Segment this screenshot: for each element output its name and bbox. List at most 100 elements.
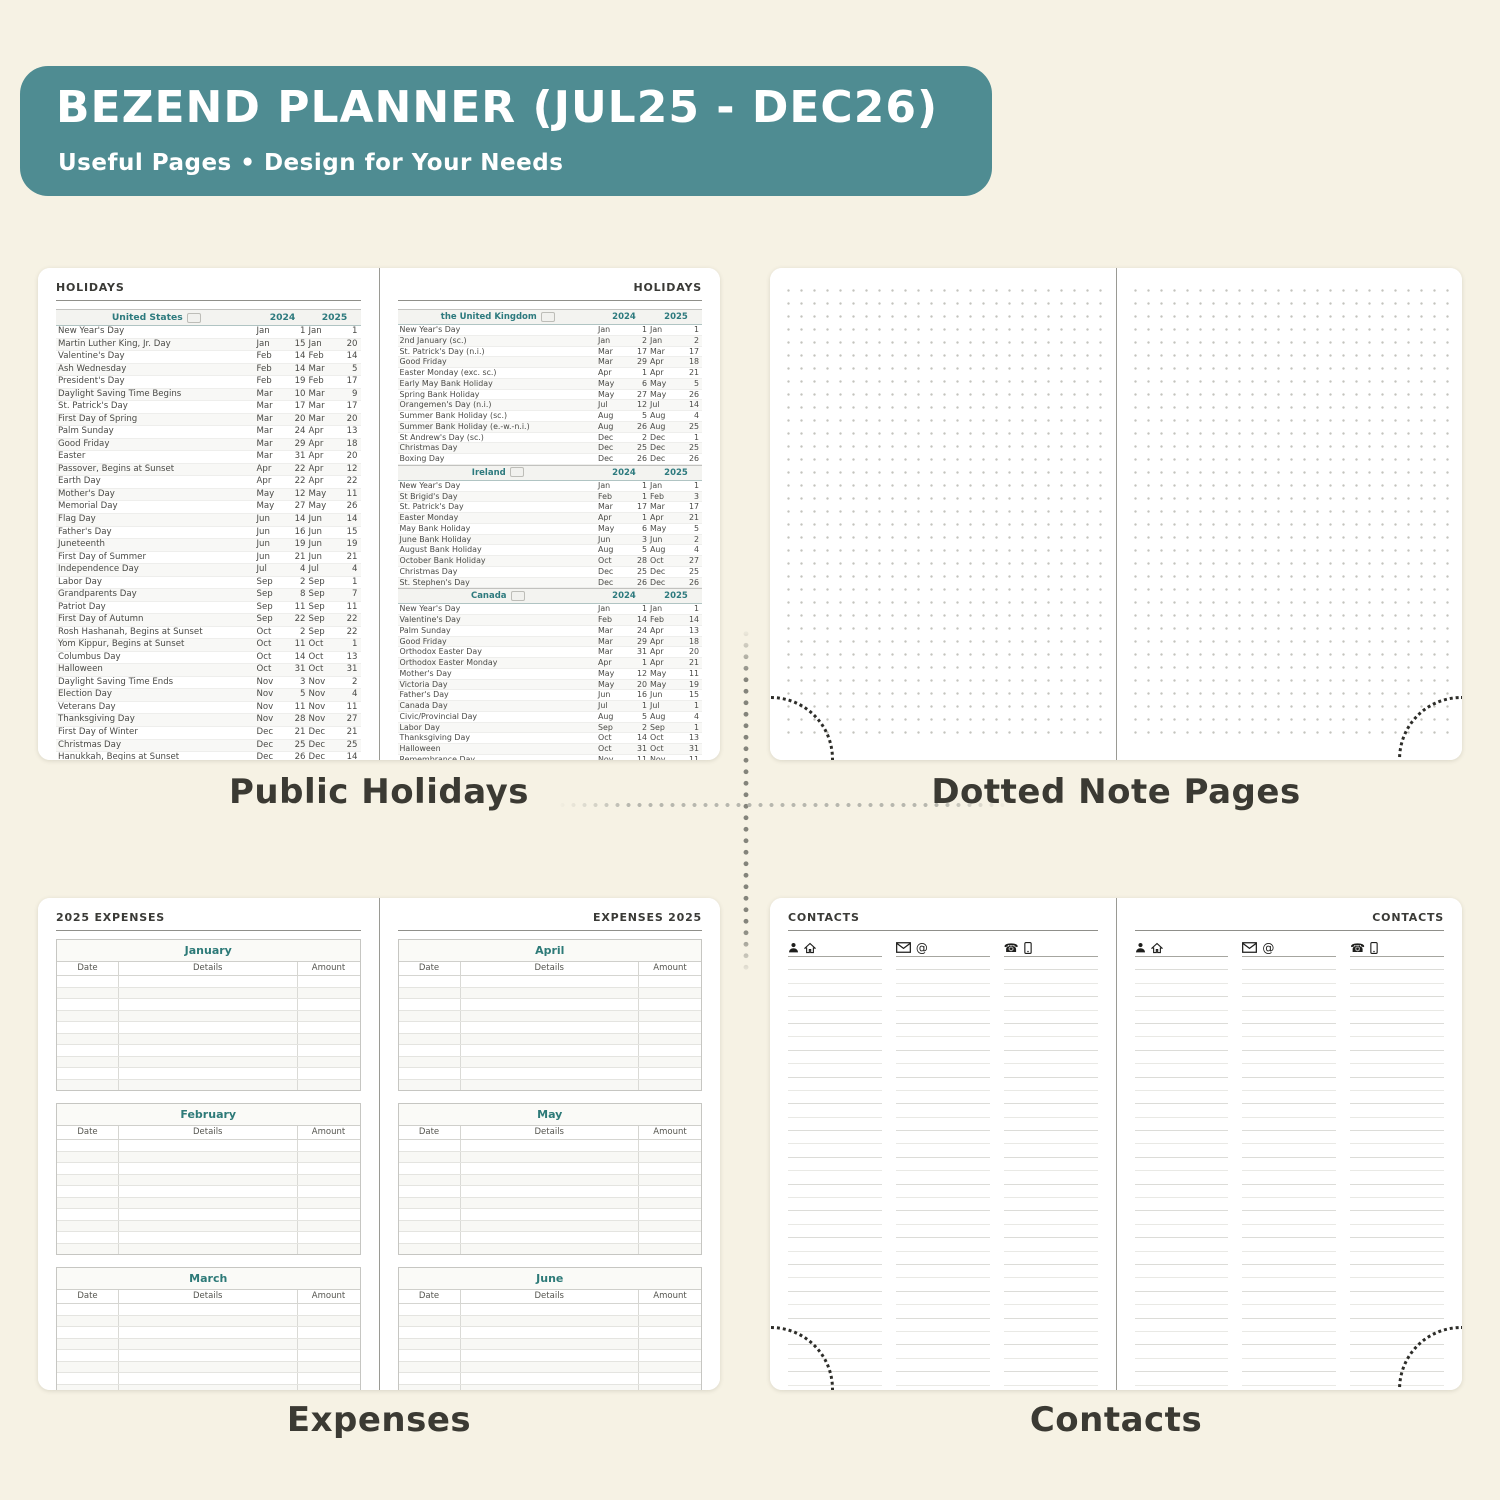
holiday-row: New Year's Day Jan 1 Jan 1: [397, 481, 702, 492]
contact-column-email: @: [1242, 939, 1337, 1390]
contact-line: [1242, 1104, 1337, 1118]
dotted-right-page: [1116, 268, 1462, 760]
holidays-right-title: HOLIDAYS: [633, 281, 702, 294]
expense-empty-row: [398, 1232, 701, 1244]
expense-table-february: February Date Details Amount: [56, 1103, 361, 1255]
contact-line: [1242, 1037, 1337, 1051]
contact-line: [1242, 1024, 1337, 1038]
contact-line: [1003, 1144, 1098, 1158]
contact-line: [1003, 1252, 1098, 1265]
holiday-row: August Bank Holiday Aug 5 Aug 4: [397, 545, 702, 556]
contact-line: [1350, 1158, 1444, 1172]
expense-empty-row: [57, 1033, 360, 1045]
contact-line: [1350, 1345, 1444, 1359]
holiday-row: Summer Bank Holiday (e.-w.-n.i.) Aug 26 Aug…: [397, 421, 702, 433]
contacts-left-title: CONTACTS: [788, 911, 860, 924]
contact-line: [1003, 1238, 1098, 1252]
title-rule: [788, 930, 1098, 931]
expense-empty-row: [398, 976, 701, 988]
contact-line: [1134, 1037, 1229, 1051]
holiday-row: Easter Monday (exc. sc.) Apr 1 Apr 21: [397, 368, 702, 379]
contact-line: [895, 1064, 990, 1078]
contact-line: [896, 1386, 990, 1391]
contact-line: [1350, 1011, 1444, 1024]
contact-line: [1350, 1332, 1444, 1346]
expense-empty-row: [398, 1373, 701, 1385]
contact-line: [1134, 1064, 1229, 1078]
contact-line: [788, 1198, 882, 1212]
contact-line: [895, 1131, 990, 1145]
holidays-left-title: HOLIDAYS: [56, 281, 125, 294]
us-flag-icon: [186, 312, 201, 323]
contact-line: [1003, 1332, 1098, 1346]
holiday-row: Christmas Day Dec 25 Dec 25: [397, 443, 702, 454]
contact-line: [1003, 1278, 1098, 1292]
contact-line: [1242, 1359, 1337, 1373]
expense-empty-row: [57, 1079, 360, 1090]
holiday-row: Father's Day Jun 16 Jun 15: [56, 527, 361, 540]
holiday-row: Election Day Nov 5 Nov 4: [56, 689, 361, 702]
contact-line: [1242, 1011, 1337, 1024]
expense-empty-row: [57, 1151, 360, 1163]
contact-line: [1350, 1037, 1444, 1051]
contact-line: [1003, 1319, 1098, 1332]
contact-line: [895, 984, 990, 998]
contact-line: [1134, 1305, 1229, 1319]
contact-line: [788, 984, 882, 998]
contact-line: [1135, 1386, 1229, 1391]
holiday-row: Mother's Day May 12 May 11: [56, 488, 361, 502]
holiday-row: Yom Kippur, Begins at Sunset Oct 11 Oct 1: [56, 639, 361, 652]
contact-line: [895, 1037, 990, 1051]
holiday-table-canada: Canada 2024 2025 New Year's Day Jan 1 Jan 1 Vale…: [397, 588, 702, 760]
expense-empty-row: [57, 1373, 360, 1385]
contact-line: [1242, 1305, 1337, 1319]
contact-line: [788, 1011, 882, 1024]
holiday-row: Orthodox Easter Monday Apr 1 Apr 21: [397, 658, 702, 669]
expense-empty-row: [57, 1384, 360, 1390]
holidays-spread: HOLIDAYS United States 2024 2025 New Year's…: [38, 268, 720, 760]
contact-line: [1350, 1064, 1444, 1078]
contact-line: [1134, 1144, 1229, 1158]
contact-line: [895, 970, 990, 984]
expense-empty-row: [398, 1384, 701, 1390]
contact-line: [1242, 1091, 1337, 1105]
contact-line: [788, 1332, 882, 1346]
expense-empty-row: [398, 1068, 701, 1080]
contact-line: [1003, 957, 1098, 971]
contact-line: [1242, 1131, 1337, 1145]
contact-line: [788, 1104, 882, 1118]
month-title: March: [57, 1268, 360, 1290]
contact-line: [1350, 1292, 1444, 1306]
contact-line: [1242, 1238, 1337, 1252]
dotted-notes-spread: [770, 268, 1462, 760]
expense-empty-row: [57, 1243, 360, 1254]
contact-line: [1003, 1372, 1098, 1386]
contact-line: [1003, 1345, 1098, 1359]
holiday-row: Mother's Day May 12 May 11: [397, 669, 702, 680]
expense-empty-row: [398, 1338, 701, 1350]
contact-line: [1134, 1278, 1229, 1292]
expense-empty-row: [398, 1174, 701, 1186]
contact-column-name-address: [1134, 939, 1229, 1391]
contact-line: [1350, 1319, 1444, 1332]
column-headers: Date Details Amount: [57, 1126, 360, 1140]
expense-empty-row: [398, 999, 701, 1011]
contact-line: [895, 1305, 990, 1319]
expense-empty-row: [398, 1163, 701, 1175]
holiday-row: Daylight Saving Time Begins Mar 10 Mar 9: [56, 388, 361, 402]
contact-line: [1003, 984, 1098, 998]
expense-empty-row: [398, 1243, 701, 1254]
expenses-spread: 2025 EXPENSES January Date Details Amount Fe…: [38, 898, 720, 1390]
holiday-row: Passover, Begins at Sunset Apr 22 Apr 12: [56, 463, 361, 477]
month-title: January: [57, 940, 360, 962]
contact-line: [1003, 1104, 1098, 1118]
contact-line: [1242, 1292, 1337, 1306]
expense-table-january: January Date Details Amount: [56, 939, 361, 1091]
holiday-row: First Day of Summer Jun 21 Jun 21: [56, 552, 361, 565]
page-spine: [378, 898, 380, 1390]
dotted-left-page: [770, 268, 1116, 760]
expense-empty-row: [57, 1338, 360, 1350]
expense-empty-row: [398, 1350, 701, 1362]
holiday-row: St Brigid's Day Feb 1 Feb 3: [397, 491, 702, 503]
